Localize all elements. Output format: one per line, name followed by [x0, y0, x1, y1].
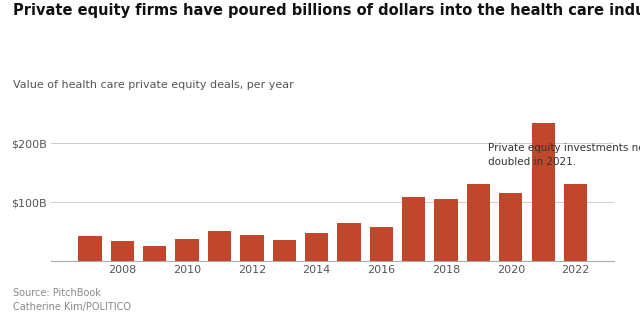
Text: Private equity investments nearly
doubled in 2021.: Private equity investments nearly double… — [488, 143, 640, 167]
Bar — [402, 197, 426, 261]
Bar — [435, 199, 458, 261]
Bar — [532, 123, 555, 261]
Text: Source: PitchBook
Catherine Kim/POLITICO: Source: PitchBook Catherine Kim/POLITICO — [13, 288, 131, 312]
Bar — [78, 236, 102, 261]
Bar — [370, 227, 393, 261]
Bar — [564, 184, 588, 261]
Bar — [143, 246, 166, 261]
Bar — [273, 240, 296, 261]
Text: Private equity firms have poured billions of dollars into the health care indust: Private equity firms have poured billion… — [13, 3, 640, 18]
Bar — [240, 235, 264, 261]
Bar — [305, 232, 328, 261]
Bar — [111, 241, 134, 261]
Bar — [208, 232, 231, 261]
Text: Value of health care private equity deals, per year: Value of health care private equity deal… — [13, 80, 294, 89]
Bar — [175, 239, 199, 261]
Bar — [467, 184, 490, 261]
Bar — [499, 193, 522, 261]
Bar — [337, 223, 360, 261]
